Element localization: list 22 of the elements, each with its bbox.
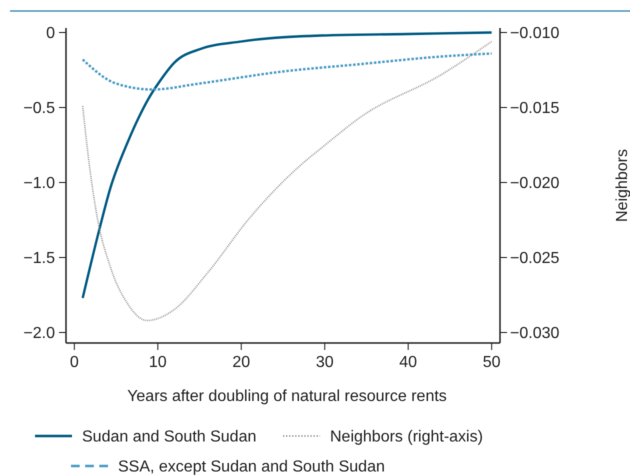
x-tick-label: 30 [316,354,334,371]
x-tick-label: 20 [232,354,250,371]
legend-label: Sudan and South Sudan [82,428,256,446]
y2-axis-title: Neighbors [614,149,630,222]
x-tick-label: 40 [399,354,418,371]
legend-label: SSA, except Sudan and South Sudan [118,458,385,476]
y-tick-label: −2.0 [23,325,56,342]
legend-label: Neighbors (right-axis) [330,428,483,446]
x-tick-label: 10 [148,354,167,371]
y2-tick-label: −0.030 [510,325,560,342]
x-axis-title: Years after doubling of natural resource rents [127,388,447,405]
y2-tick-label: −0.010 [510,25,560,42]
y2-tick-label: −0.025 [510,250,560,268]
y-tick-label: 0 [46,25,56,42]
y2-tick-label: −0.020 [510,175,560,192]
x-tick-label: 0 [70,354,79,371]
line-series [81,52,493,91]
y2-tick-label: −0.015 [510,100,560,118]
y-tick-label: −1.5 [23,250,56,268]
y-tick-label: −1.0 [23,175,56,192]
x-tick-label: 50 [482,354,501,371]
y-tick-label: −0.5 [23,100,56,118]
